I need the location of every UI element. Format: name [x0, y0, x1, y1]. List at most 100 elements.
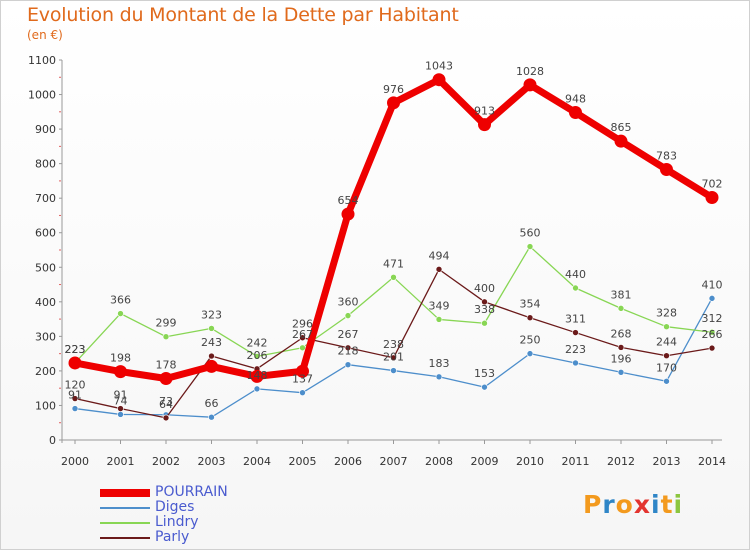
x-tick-label: 2006: [334, 455, 362, 468]
data-point: [481, 298, 488, 306]
data-label: 153: [474, 367, 495, 380]
data-point: [344, 361, 352, 368]
legend-label: Parly: [155, 529, 190, 545]
data-point: [526, 314, 534, 322]
data-point: [614, 134, 628, 148]
legend-label: Lindry: [155, 514, 199, 530]
chart-unit: (en €): [27, 28, 63, 42]
data-point: [663, 323, 670, 330]
x-tick-label: 2012: [607, 455, 635, 468]
data-label: 183: [429, 357, 450, 370]
data-label: 218: [338, 345, 359, 358]
data-label: 196: [611, 352, 632, 365]
logo-letter: t: [660, 490, 674, 519]
data-label: 296: [292, 318, 313, 331]
legend-swatch: [100, 522, 150, 524]
data-point: [208, 325, 215, 332]
data-label: 360: [338, 296, 359, 309]
data-point: [617, 368, 625, 376]
data-label: 400: [474, 282, 495, 295]
data-label: 560: [520, 227, 541, 240]
data-label: 381: [611, 288, 632, 301]
data-point: [660, 163, 673, 177]
logo-letter: r: [602, 490, 616, 519]
data-point: [162, 333, 170, 341]
data-point: [523, 78, 537, 92]
data-point: [390, 273, 397, 281]
x-tick-label: 2004: [243, 455, 271, 468]
data-label: 267: [292, 328, 313, 341]
data-point: [71, 395, 79, 402]
data-label: 494: [429, 249, 450, 262]
y-tick-label: 700: [35, 192, 56, 205]
data-point: [387, 96, 400, 110]
logo-letter: o: [615, 490, 634, 519]
data-point: [390, 367, 397, 374]
data-label: 178: [156, 359, 177, 372]
data-point: [708, 344, 716, 352]
data-point: [159, 372, 173, 386]
data-point: [705, 190, 719, 204]
data-label: 349: [429, 299, 450, 312]
data-label: 654: [338, 194, 359, 207]
data-label: 311: [565, 313, 586, 326]
data-point: [435, 266, 443, 273]
data-label: 242: [247, 336, 268, 349]
x-tick-label: 2007: [380, 455, 408, 468]
data-label: 66: [205, 397, 219, 410]
data-point: [390, 354, 397, 362]
data-point: [299, 334, 306, 342]
data-point: [344, 344, 352, 352]
data-point: [526, 350, 534, 357]
legend-item-diges: Diges: [100, 499, 300, 515]
data-point: [572, 329, 579, 336]
x-tick-label: 2002: [152, 455, 180, 468]
data-label: 1028: [516, 65, 544, 78]
y-tick-label: 200: [35, 365, 56, 378]
data-label: 702: [702, 177, 723, 190]
data-label: 223: [65, 343, 86, 356]
x-tick-label: 2010: [516, 455, 544, 468]
data-point: [526, 243, 534, 250]
data-point: [572, 359, 579, 367]
data-point: [299, 344, 306, 352]
data-label: 266: [702, 328, 723, 341]
x-tick-label: 2011: [562, 455, 590, 468]
y-tick-label: 900: [35, 123, 56, 136]
data-point: [296, 364, 309, 378]
logo-letter: i: [673, 490, 684, 519]
data-point: [617, 344, 625, 351]
y-tick-label: 1100: [28, 54, 56, 67]
x-tick-label: 2003: [198, 455, 226, 468]
data-point: [162, 414, 170, 422]
y-tick-label: 800: [35, 158, 56, 171]
y-tick-label: 300: [35, 330, 56, 343]
y-tick-label: 100: [35, 399, 56, 412]
data-label: 244: [656, 336, 677, 349]
data-label: 170: [656, 361, 677, 374]
data-label: 328: [656, 307, 677, 320]
data-label: 1043: [425, 60, 453, 73]
data-point: [435, 373, 443, 381]
data-point: [481, 383, 488, 391]
legend-swatch: [100, 507, 150, 509]
data-label: 354: [520, 298, 541, 311]
data-label: 91: [68, 389, 82, 402]
data-label: 948: [565, 93, 586, 106]
data-label: 913: [474, 105, 495, 118]
data-label: 976: [383, 83, 404, 96]
data-label: 201: [383, 351, 404, 364]
data-label: 268: [611, 327, 632, 340]
x-tick-label: 2008: [425, 455, 453, 468]
data-point: [617, 305, 625, 312]
x-tick-label: 2013: [653, 455, 681, 468]
data-point: [208, 413, 215, 421]
legend-label: Diges: [155, 499, 195, 515]
data-label: 223: [565, 343, 586, 356]
data-label: 366: [110, 294, 131, 307]
chart-title: Evolution du Montant de la Dette par Hab…: [27, 4, 459, 26]
data-point: [708, 328, 716, 336]
data-label: 410: [702, 278, 723, 291]
